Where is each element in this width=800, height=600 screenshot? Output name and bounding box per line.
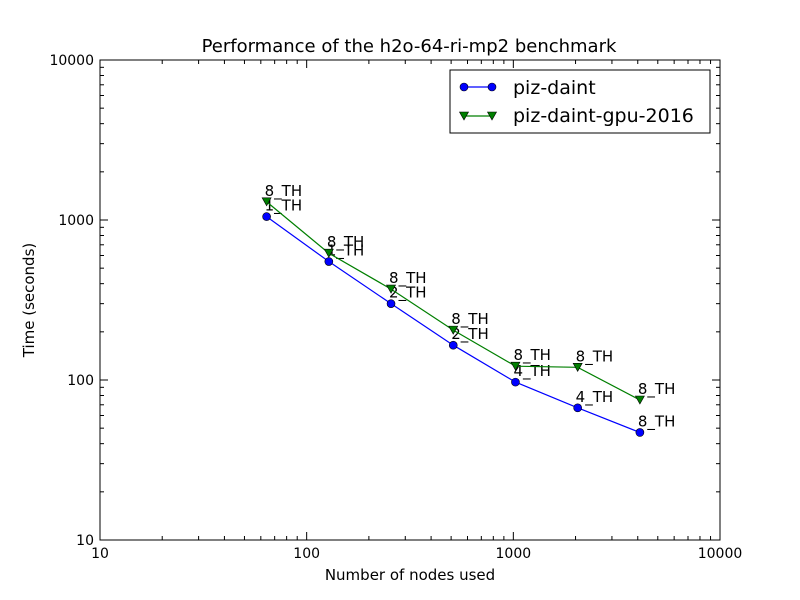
legend-marker-gpu <box>486 111 498 121</box>
legend-marker-piz-daint <box>459 82 469 92</box>
y-tick-label: 1000 <box>58 213 94 229</box>
series-layer: 1_TH1_TH2_TH2_TH4_TH4_TH8_TH8_TH8_TH8_TH… <box>261 182 676 437</box>
data-point-piz-daint-gpu-2016 <box>572 363 583 372</box>
data-label-piz-daint: 1_TH <box>265 197 303 216</box>
data-label-piz-daint: 2_TH <box>389 284 427 303</box>
data-point-piz-daint-gpu-2016 <box>634 395 645 405</box>
axis-ticks: 10 100 1000 10000 10 100 1000 10000 <box>49 53 742 562</box>
legend-marker-gpu <box>458 111 470 121</box>
data-point-piz-daint-gpu-2016 <box>386 284 397 294</box>
chart-title: Performance of the h2o-64-ri-mp2 benchma… <box>202 36 617 57</box>
data-label-piz-daint: 1_TH <box>327 242 365 261</box>
x-tick-label: 10000 <box>698 546 743 562</box>
data-label-piz-daint-gpu-2016: 8_TH <box>513 346 551 365</box>
data-point-piz-daint <box>386 299 396 308</box>
data-point-piz-daint <box>448 340 458 350</box>
data-point-piz-daint <box>262 212 271 221</box>
data-label-piz-daint-gpu-2016: 8_TH <box>265 182 303 201</box>
data-point-piz-daint <box>573 403 582 413</box>
data-label-piz-daint-gpu-2016: 8_TH <box>451 310 489 329</box>
y-tick-label: 10000 <box>49 53 94 69</box>
data-point-piz-daint-gpu-2016 <box>448 325 459 335</box>
data-point-piz-daint-gpu-2016 <box>323 248 334 258</box>
legend-marker-piz-daint <box>487 82 497 92</box>
x-axis-label: Number of nodes used <box>325 566 495 584</box>
legend-box <box>449 69 711 134</box>
x-tick-label: 100 <box>293 546 320 562</box>
y-tick-label: 10 <box>76 533 94 549</box>
data-label-piz-daint-gpu-2016: 8_TH <box>638 380 676 399</box>
legend-label-gpu: piz-daint-gpu-2016 <box>513 105 694 127</box>
data-label-piz-daint: 4_TH <box>513 362 551 381</box>
x-tick-label: 1000 <box>496 546 532 562</box>
data-point-piz-daint-gpu-2016 <box>510 361 521 371</box>
data-label-piz-daint-gpu-2016: 8_TH <box>327 233 365 252</box>
data-point-piz-daint <box>511 377 520 387</box>
data-label-piz-daint: 4_TH <box>576 388 614 407</box>
plot-area <box>99 59 721 541</box>
y-tick-label: 100 <box>67 373 94 389</box>
legend: piz-daint piz-daint-gpu-2016 <box>449 69 711 134</box>
data-point-piz-daint <box>635 428 645 437</box>
y-axis-label: Time (seconds) <box>20 243 38 359</box>
data-label-piz-daint-gpu-2016: 8_TH <box>576 347 614 366</box>
data-label-piz-daint-gpu-2016: 8_TH <box>389 269 427 288</box>
data-point-piz-daint-gpu-2016 <box>261 197 272 207</box>
data-label-piz-daint: 2_TH <box>451 325 489 344</box>
data-label-piz-daint: 8_TH <box>638 412 676 431</box>
legend-label-piz-daint: piz-daint <box>513 77 596 99</box>
x-tick-label: 10 <box>91 546 109 562</box>
